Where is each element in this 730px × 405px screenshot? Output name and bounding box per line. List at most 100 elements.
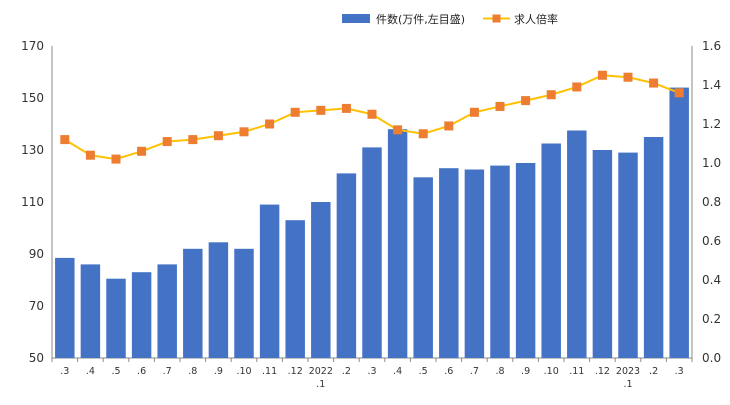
y-right-tick-label: 1.2	[702, 117, 721, 131]
x-tick-label: .4	[393, 366, 402, 377]
rate-point	[623, 72, 633, 82]
rate-point	[60, 135, 70, 145]
y-left-tick-label: 110	[21, 195, 44, 209]
x-tick-label: .7	[163, 366, 172, 377]
x-tick-label: .8	[495, 366, 504, 377]
x-tick-label: .10	[544, 366, 559, 377]
x-tick-label: .12	[595, 366, 610, 377]
bar	[183, 248, 203, 358]
rate-point	[444, 121, 454, 131]
rate-point	[213, 131, 223, 141]
rate-point	[290, 107, 300, 117]
x-tick-label: .9	[521, 366, 530, 377]
x-tick-label: .5	[419, 366, 428, 377]
x-tick-label: .4	[86, 366, 95, 377]
x-tick-label: 2023	[616, 366, 640, 377]
bar	[311, 202, 331, 358]
y-right-tick-label: 0.0	[702, 351, 721, 365]
bar	[387, 129, 408, 358]
bar	[592, 150, 613, 358]
x-tick-label: .7	[470, 366, 479, 377]
rate-point	[418, 129, 428, 139]
rate-point	[265, 119, 275, 129]
x-tick-label: .12	[288, 366, 303, 377]
rate-point	[111, 154, 121, 164]
rate-point	[341, 103, 351, 113]
x-tick-label: .2	[649, 366, 658, 377]
rate-point	[597, 70, 607, 80]
bar	[669, 87, 689, 358]
x-tick-label: .11	[262, 366, 277, 377]
bar	[464, 169, 485, 358]
x-tick-label: .3	[367, 366, 376, 377]
bar	[285, 220, 305, 358]
legend-swatch-bar	[342, 14, 370, 23]
rate-point	[572, 82, 582, 92]
rate-point	[649, 78, 659, 88]
bar	[413, 177, 433, 358]
bar	[131, 272, 152, 358]
x-tick-label: .8	[188, 366, 197, 377]
x-tick-label: .1	[316, 379, 325, 390]
bar	[55, 257, 75, 358]
bar	[157, 264, 177, 358]
y-left-tick-label: 170	[21, 39, 44, 53]
y-left-tick-label: 130	[21, 143, 44, 157]
y-left-tick-label: 50	[29, 351, 44, 365]
y-right-tick-label: 1.0	[702, 156, 721, 170]
x-tick-label: .9	[214, 366, 223, 377]
bar	[515, 163, 536, 358]
x-tick-label: .2	[342, 366, 351, 377]
rate-point	[521, 96, 531, 106]
y-right-tick-label: 0.8	[702, 195, 721, 209]
y-right-tick-label: 0.6	[702, 234, 721, 248]
y-right-tick-label: 1.6	[702, 39, 721, 53]
bar	[259, 204, 280, 358]
rate-point	[546, 90, 556, 100]
bar	[234, 248, 254, 358]
x-tick-label: .10	[236, 366, 251, 377]
bar	[208, 242, 229, 358]
bar	[336, 173, 357, 358]
x-tick-label: .6	[444, 366, 453, 377]
y-right-tick-label: 0.4	[702, 273, 721, 287]
rate-point	[162, 137, 172, 147]
rate-point	[137, 146, 147, 156]
rate-point	[316, 105, 326, 115]
bar	[80, 264, 101, 358]
x-tick-label: .3	[675, 366, 684, 377]
rate-point	[393, 125, 403, 135]
bar	[106, 278, 126, 358]
tick-labels: 50 70 90 110 130 150 170 0.0 0.2 0.4 0.6 0.8 1.0 1.2 1…	[21, 39, 721, 390]
legend-label-bar: 件数(万件,左目盛)	[376, 12, 465, 26]
bar	[567, 130, 587, 358]
y-left-tick-label: 70	[29, 299, 44, 313]
rate-point	[495, 101, 505, 111]
rate-point	[85, 150, 95, 160]
legend-label-rate: 求人倍率	[514, 12, 558, 26]
x-tick-label: .3	[60, 366, 69, 377]
legend: 件数(万件,左目盛) 求人倍率	[342, 12, 558, 26]
rate-point	[367, 109, 377, 119]
rate-point	[469, 107, 479, 117]
bar	[362, 147, 382, 358]
y-right-tick-label: 1.4	[702, 78, 721, 92]
bar	[618, 152, 638, 358]
bar	[541, 143, 561, 358]
x-tick-label: .1	[623, 379, 632, 390]
x-tick-label: .6	[137, 366, 146, 377]
y-left-tick-label: 150	[21, 91, 44, 105]
y-left-tick-label: 90	[29, 247, 44, 261]
x-tick-label: .5	[111, 366, 120, 377]
bar-series	[55, 87, 689, 358]
bar	[643, 137, 664, 358]
bar	[490, 165, 510, 358]
line-series	[60, 70, 684, 164]
rate-point	[674, 88, 684, 98]
x-tick-label: 2022	[309, 366, 333, 377]
rate-point	[188, 135, 198, 145]
y-right-tick-label: 0.2	[702, 312, 721, 326]
rate-point	[239, 127, 249, 137]
